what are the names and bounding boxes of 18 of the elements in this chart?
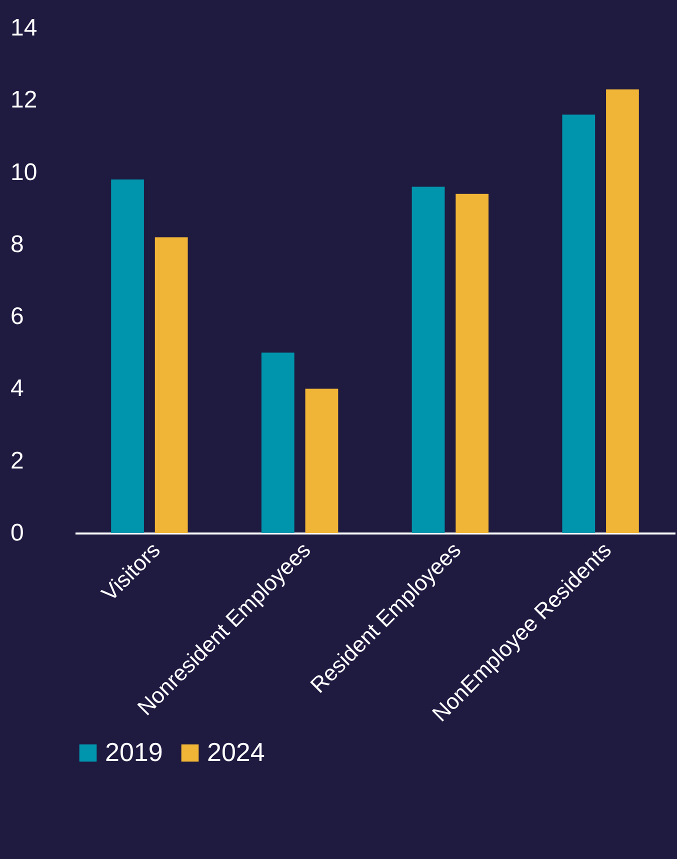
bar xyxy=(562,114,596,533)
bar xyxy=(412,186,445,533)
bar xyxy=(261,352,294,533)
y-tick-label: 12 xyxy=(10,86,38,114)
y-tick-label: 2 xyxy=(10,447,24,474)
y-tick-label: 4 xyxy=(10,375,24,402)
y-tick-label: 8 xyxy=(10,230,24,258)
bar xyxy=(606,89,639,533)
bar xyxy=(456,194,489,533)
y-tick-label: 0 xyxy=(10,520,24,546)
bar xyxy=(305,388,338,533)
legend-label: 2019 xyxy=(105,737,163,767)
y-tick-label: 10 xyxy=(10,158,38,186)
y-tick-label: 14 xyxy=(10,14,38,42)
bar xyxy=(154,237,188,533)
legend-label: 2024 xyxy=(207,737,265,767)
y-tick-label: 6 xyxy=(10,303,24,330)
bar xyxy=(111,180,144,533)
